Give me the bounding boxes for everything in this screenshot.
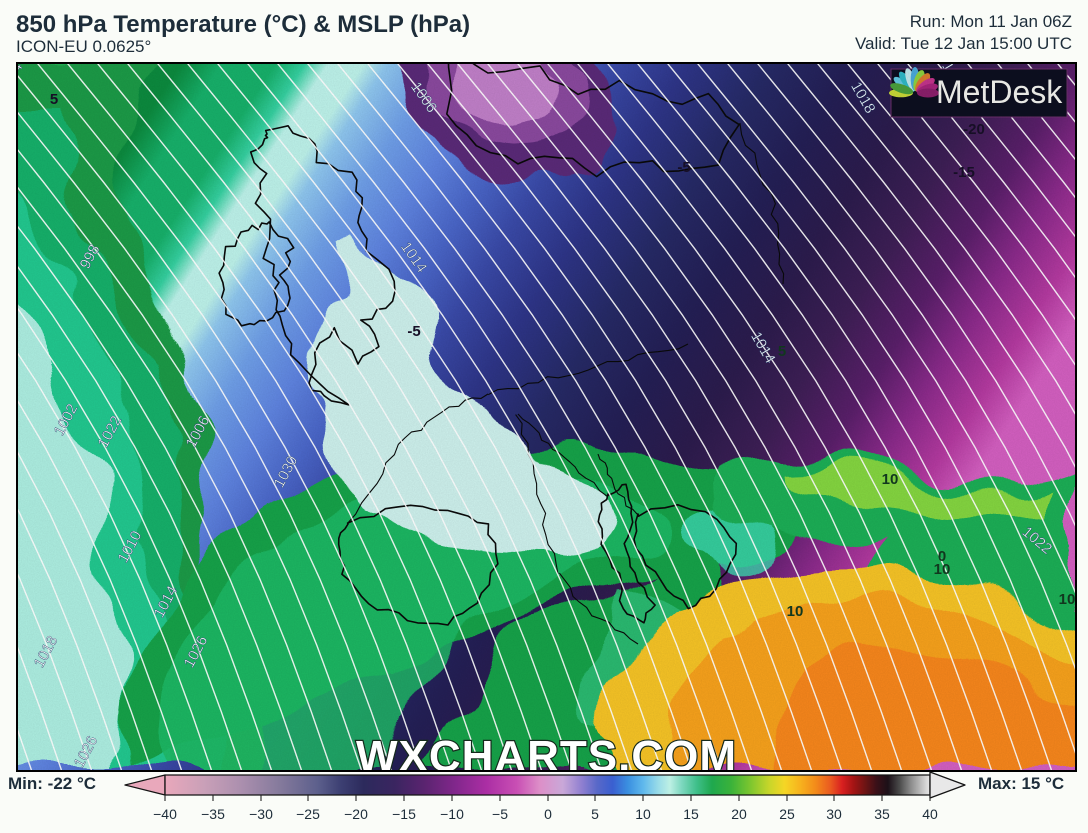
svg-text:MetDesk: MetDesk — [936, 74, 1063, 110]
svg-text:-5: -5 — [677, 159, 690, 176]
svg-text:-15: -15 — [953, 164, 975, 181]
svg-text:Max: 15 °C: Max: 15 °C — [978, 774, 1064, 793]
svg-text:5: 5 — [50, 91, 58, 108]
svg-text:10: 10 — [1059, 591, 1075, 608]
svg-text:10: 10 — [787, 603, 804, 620]
svg-text:5: 5 — [778, 343, 786, 360]
svg-text:-20: -20 — [963, 121, 985, 138]
svg-text:10: 10 — [882, 471, 899, 488]
svg-text:5: 5 — [591, 806, 599, 822]
svg-text:0: 0 — [938, 548, 946, 565]
svg-text:−30: −30 — [249, 806, 273, 822]
svg-text:−40: −40 — [153, 806, 177, 822]
svg-text:−35: −35 — [201, 806, 225, 822]
svg-text:30: 30 — [826, 806, 842, 822]
svg-text:-5: -5 — [407, 323, 420, 340]
svg-text:−10: −10 — [440, 806, 464, 822]
svg-text:−5: −5 — [492, 806, 508, 822]
svg-text:10: 10 — [635, 806, 651, 822]
svg-text:0: 0 — [544, 806, 552, 822]
svg-text:35: 35 — [874, 806, 890, 822]
svg-text:20: 20 — [731, 806, 747, 822]
svg-text:15: 15 — [683, 806, 699, 822]
svg-text:−20: −20 — [344, 806, 368, 822]
svg-text:25: 25 — [779, 806, 795, 822]
svg-text:40: 40 — [922, 806, 938, 822]
svg-text:−15: −15 — [392, 806, 416, 822]
svg-text:Min: -22 °C: Min: -22 °C — [8, 774, 96, 793]
svg-text:−25: −25 — [296, 806, 320, 822]
